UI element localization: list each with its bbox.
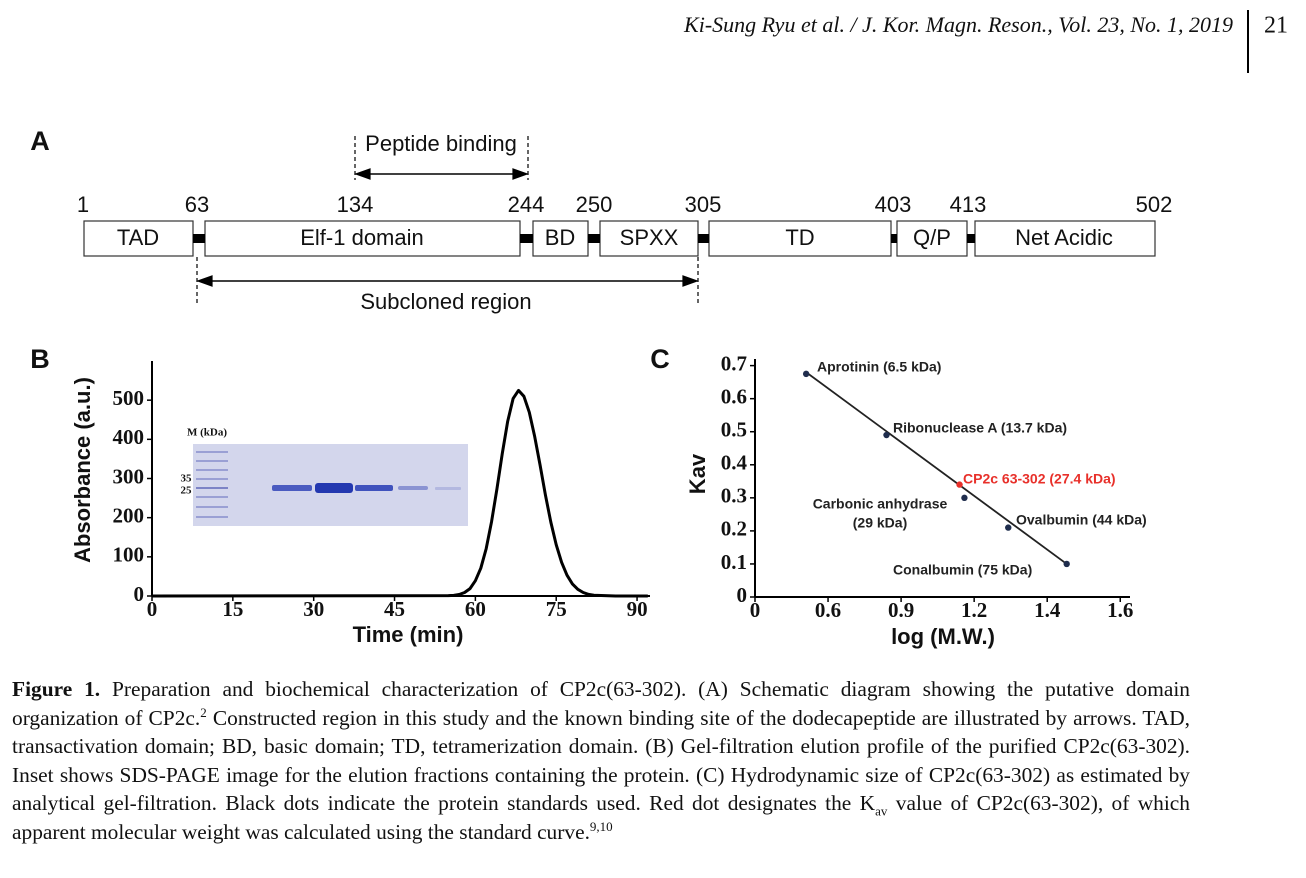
domain-label: Elf-1 domain — [300, 225, 424, 250]
point-label: Carbonic anhydrase — [813, 496, 948, 512]
position-label: 1 — [77, 192, 89, 217]
y-tick-label: 0.1 — [721, 550, 747, 574]
x-tick-label: 60 — [465, 597, 486, 621]
linkers — [193, 234, 975, 243]
position-label: 134 — [337, 192, 374, 217]
y-tick-label: 0.2 — [721, 517, 747, 541]
point-label: (29 kDa) — [853, 515, 907, 531]
inset-size-label: 25 — [181, 485, 193, 497]
domain-label: TD — [785, 225, 814, 250]
panel-label: A — [30, 126, 50, 156]
panel-label: C — [650, 344, 670, 374]
page-number: 21 — [1264, 13, 1288, 39]
x-tick-label: 0.9 — [888, 598, 914, 622]
x-axis-label: log (M.W.) — [891, 624, 995, 649]
x-tick-label: 1.6 — [1107, 598, 1133, 622]
y-tick-label: 100 — [113, 543, 145, 567]
x-tick-label: 0.6 — [815, 598, 841, 622]
x-tick-label: 45 — [384, 597, 405, 621]
position-label: 502 — [1136, 192, 1173, 217]
domain-label: BD — [545, 225, 576, 250]
caption: Figure 1. Preparation and biochemical ch… — [12, 675, 1190, 847]
y-tick-label: 0.5 — [721, 418, 747, 442]
position-label: 305 — [685, 192, 722, 217]
reference: 9,10 — [589, 818, 613, 834]
position-label: 250 — [576, 192, 613, 217]
subscript: av — [875, 803, 888, 819]
domain-label: Q/P — [913, 225, 951, 250]
elution-curve — [151, 388, 648, 598]
position-label: 413 — [950, 192, 987, 217]
x-tick-label: 0 — [750, 598, 761, 622]
position-label: 63 — [185, 192, 209, 217]
caption-text: Preparation and biochemical characteriza… — [12, 677, 1190, 730]
figure: Ki-Sung Ryu et al. / J. Kor. Magn. Reson… — [30, 10, 1288, 649]
domain-label: TAD — [117, 225, 159, 250]
standard-point — [802, 370, 810, 378]
point-label: Ribonuclease A (13.7 kDa) — [893, 420, 1067, 436]
standard-point — [961, 494, 968, 502]
standard-point — [883, 431, 890, 439]
x-tick-label: 1.2 — [961, 598, 987, 622]
y-axis-label: Absorbance (a.u.) — [70, 377, 95, 563]
inset-label: M (kDa) — [187, 427, 227, 439]
x-tick-label: 30 — [303, 597, 324, 621]
y-tick-label: 0.6 — [721, 384, 747, 408]
x-axis-label: Time (min) — [353, 622, 464, 647]
y-tick-label: 200 — [113, 503, 145, 527]
arrows — [196, 136, 699, 303]
caption-text: Constructed region in this study and the… — [12, 705, 1190, 816]
position-label: 244 — [508, 192, 545, 217]
caption-text: value of CP2c(63-302), of which apparent… — [12, 791, 1190, 844]
x-tick-label: 75 — [546, 597, 567, 621]
panel-label: B — [30, 344, 50, 374]
standard-point — [956, 481, 963, 488]
point-label: CP2c 63-302 (27.4 kDa) — [963, 471, 1116, 487]
domain-label: SPXX — [620, 225, 679, 250]
fit-line — [805, 371, 1068, 565]
position-label: 403 — [875, 192, 912, 217]
point-label: Aprotinin (6.5 kDa) — [817, 359, 941, 375]
inset-size-label: 35 — [181, 473, 193, 485]
peptide-label: Peptide binding — [365, 131, 517, 156]
y-tick-label: 400 — [113, 425, 145, 449]
y-tick-label: 300 — [113, 464, 145, 488]
y-tick-label: 0.4 — [721, 451, 748, 475]
y-tick-label: 0 — [737, 583, 748, 607]
x-tick-label: 90 — [627, 597, 648, 621]
standard-point — [1005, 524, 1012, 531]
x-tick-label: 0 — [147, 597, 158, 621]
gel-inset — [193, 444, 468, 526]
point-label: Ovalbumin (44 kDa) — [1016, 512, 1147, 528]
running-header: Ki-Sung Ryu et al. / J. Kor. Magn. Reson… — [683, 12, 1233, 37]
subcloned-label: Subcloned region — [360, 289, 531, 314]
y-axis-label: Kav — [685, 453, 710, 494]
x-tick-label: 1.4 — [1034, 598, 1061, 622]
standard-point — [1063, 560, 1070, 568]
x-tick-label: 15 — [222, 597, 243, 621]
y-tick-label: 500 — [113, 386, 145, 410]
caption-label: Figure 1. — [12, 677, 101, 701]
domain-boxes — [83, 220, 1156, 257]
point-label: Conalbumin (75 kDa) — [893, 562, 1032, 578]
domain-label: Net Acidic — [1015, 225, 1113, 250]
y-tick-label: 0.3 — [721, 484, 747, 508]
y-tick-label: 0.7 — [721, 351, 747, 375]
y-tick-label: 0 — [134, 582, 145, 606]
reference: 2 — [200, 704, 207, 720]
